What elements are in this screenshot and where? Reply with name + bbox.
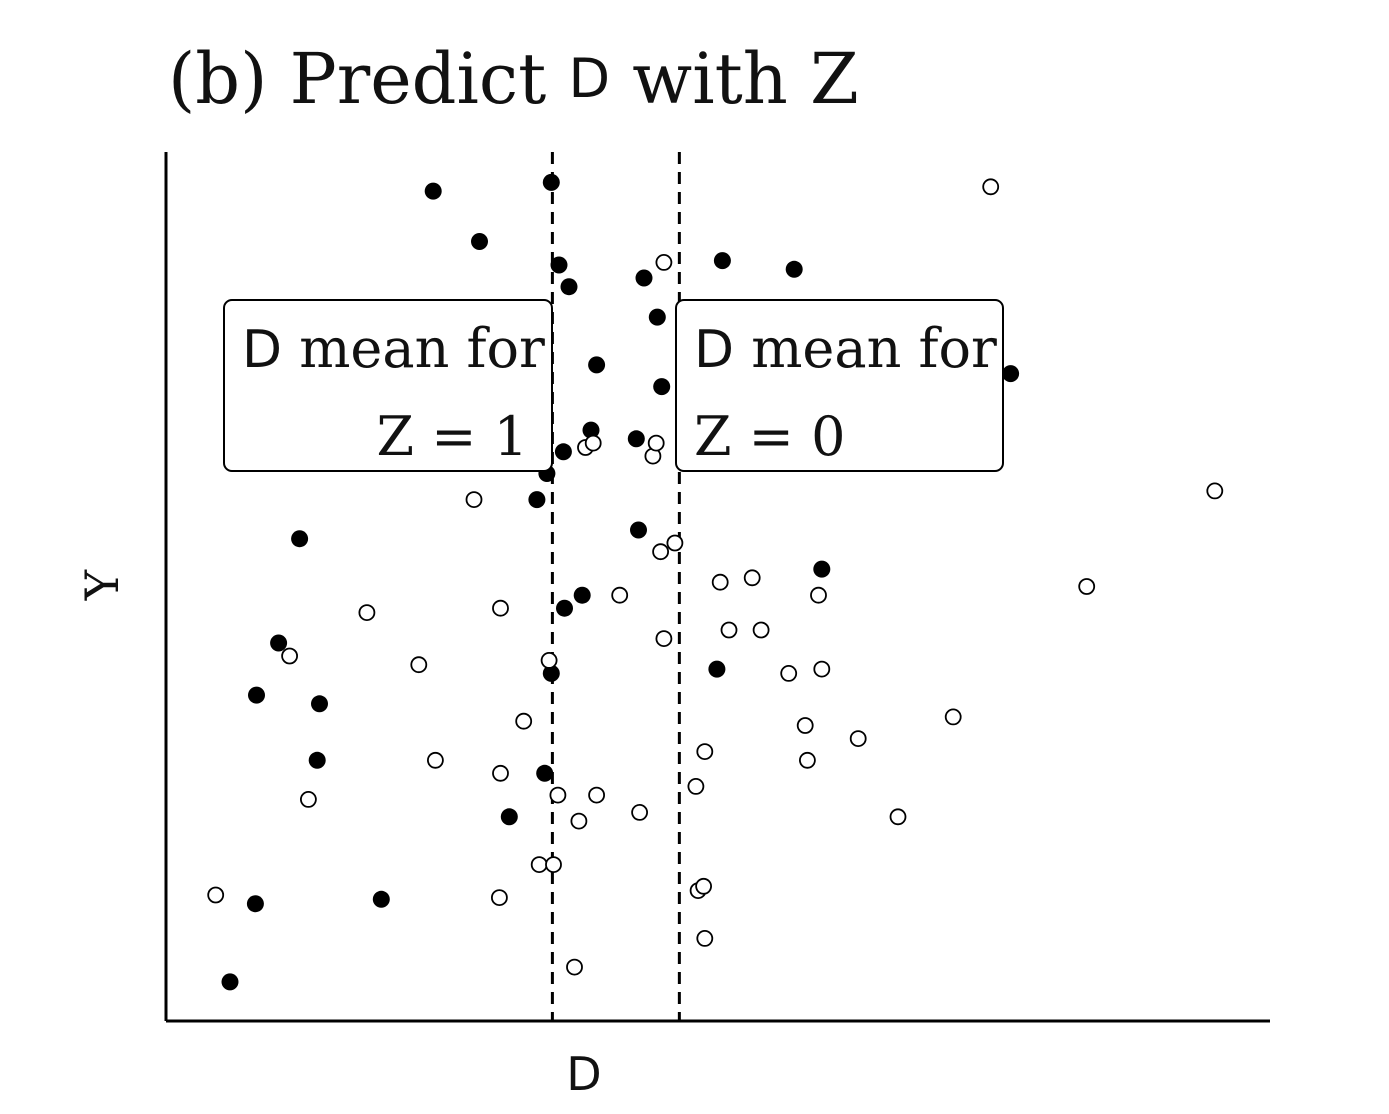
open-point-12 [540, 652, 558, 669]
label-box-z0-line1: D mean for [694, 317, 997, 380]
y-axis-label: Y [75, 569, 129, 601]
filled-point-4 [291, 530, 309, 548]
filled-point-7 [372, 890, 390, 908]
open-point-24 [652, 543, 669, 561]
open-point-33 [711, 573, 729, 591]
open-point-7 [490, 889, 508, 906]
open-point-36 [752, 621, 770, 639]
open-point-47 [1206, 482, 1224, 500]
open-point-25 [655, 253, 673, 271]
filled-point-8 [424, 182, 442, 200]
label-box-z1: D mean for Z = 1 [223, 299, 553, 472]
filled-point-5 [308, 751, 326, 769]
filled-point-21 [573, 586, 591, 604]
filled-point-30 [708, 660, 726, 678]
filled-point-22 [588, 356, 606, 374]
label-box-z1-line2: Z = 1 [377, 405, 528, 468]
open-point-11 [530, 856, 548, 873]
label-box-z0-text: mean for [734, 317, 997, 380]
filled-point-3 [270, 634, 288, 652]
open-point-45 [982, 178, 1000, 196]
data-points [207, 173, 1224, 991]
open-point-37 [780, 665, 798, 682]
filled-point-33 [1002, 365, 1020, 383]
filled-point-29 [713, 252, 731, 270]
x-axis-label: D [566, 1047, 601, 1101]
filled-point-25 [630, 521, 647, 539]
open-point-10 [515, 712, 533, 730]
open-point-38 [796, 717, 814, 734]
filled-point-24 [627, 430, 645, 448]
open-point-13 [545, 856, 562, 873]
open-point-3 [358, 604, 376, 621]
label-box-z1-line1: D mean for [242, 317, 545, 380]
filled-point-26 [635, 269, 653, 287]
label-box-z0-variable: D [694, 320, 734, 380]
filled-point-19 [556, 599, 573, 617]
filled-point-2 [248, 686, 265, 704]
chart-title-suffix: with Z [610, 38, 859, 120]
label-box-z0-line2: Z = 0 [694, 405, 845, 468]
open-point-42 [849, 730, 867, 747]
filled-point-18 [554, 443, 572, 461]
open-point-9 [492, 764, 509, 782]
open-point-1 [281, 647, 299, 665]
filled-point-32 [813, 560, 831, 578]
open-point-14 [549, 786, 567, 804]
open-point-19 [588, 786, 605, 804]
filled-point-10 [500, 808, 518, 826]
open-point-27 [666, 534, 684, 552]
open-point-46 [1078, 578, 1096, 595]
open-point-15 [566, 958, 583, 976]
filled-point-17 [550, 256, 568, 274]
chart-title-prefix: (b) Predict [168, 38, 568, 120]
filled-point-27 [648, 308, 666, 326]
label-box-z1-frame [223, 299, 553, 472]
open-point-16 [570, 812, 588, 830]
open-point-40 [810, 586, 827, 604]
open-point-44 [944, 708, 962, 726]
open-point-26 [655, 630, 673, 647]
filled-point-0 [221, 973, 239, 991]
filled-point-6 [311, 695, 328, 713]
label-box-z1-text: mean for [282, 317, 545, 380]
open-point-2 [299, 791, 317, 808]
reference-lines [550, 152, 681, 1021]
filled-point-16 [542, 173, 560, 191]
filled-point-11 [528, 491, 546, 509]
label-box-z1-variable: D [242, 320, 282, 380]
open-point-6 [465, 491, 483, 509]
open-point-35 [743, 569, 761, 587]
open-point-34 [720, 621, 738, 639]
open-point-20 [611, 586, 629, 604]
open-point-41 [813, 660, 831, 678]
open-point-5 [426, 751, 444, 769]
open-point-28 [687, 778, 705, 795]
open-point-21 [631, 804, 648, 821]
open-point-30 [695, 877, 712, 895]
open-point-39 [799, 751, 816, 769]
open-point-43 [889, 808, 907, 826]
open-point-32 [696, 930, 714, 947]
open-point-31 [696, 743, 714, 760]
open-point-18 [584, 434, 602, 452]
open-point-23 [647, 434, 665, 452]
filled-point-23 [582, 421, 600, 439]
filled-point-13 [536, 764, 554, 782]
chart-title: (b) Predict D with Z [168, 38, 859, 120]
label-box-z0: D mean for Z = 0 [675, 299, 1004, 472]
open-point-0 [207, 886, 225, 904]
open-point-8 [492, 599, 509, 617]
open-point-4 [410, 656, 428, 674]
filled-point-15 [542, 664, 560, 682]
filled-point-31 [785, 260, 803, 278]
chart-title-variable: D [568, 47, 610, 110]
filled-point-28 [653, 378, 671, 396]
filled-point-1 [246, 895, 264, 913]
filled-point-20 [560, 278, 578, 296]
filled-point-9 [471, 233, 488, 250]
label-box-z0-frame [675, 299, 1004, 472]
